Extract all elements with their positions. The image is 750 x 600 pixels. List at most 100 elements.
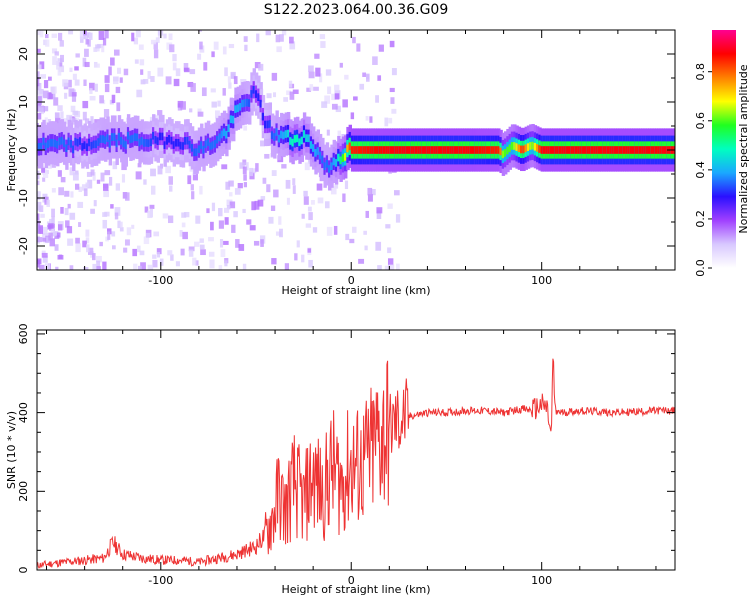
spectrogram-y-tick-label: -20 xyxy=(17,237,30,255)
heatmap-cell xyxy=(597,146,602,154)
heatmap-cell xyxy=(324,95,331,104)
heatmap-cell xyxy=(414,146,419,154)
heatmap-cell xyxy=(111,94,116,104)
heatmap-cell xyxy=(192,173,198,181)
heatmap-cell xyxy=(123,68,129,76)
heatmap-cell xyxy=(75,237,80,244)
heatmap-cell xyxy=(510,142,515,150)
heatmap-cell xyxy=(324,201,330,209)
heatmap-cell xyxy=(186,136,190,145)
heatmap-cell xyxy=(177,100,184,108)
heatmap-cell xyxy=(107,228,112,235)
heatmap-cell xyxy=(268,120,273,128)
heatmap-cell xyxy=(58,32,63,41)
heatmap-cell xyxy=(104,83,110,93)
heatmap-cell xyxy=(283,97,289,102)
heatmap-cell xyxy=(122,192,128,199)
colorbar-tick-label: 0.6 xyxy=(694,112,707,130)
heatmap-cell xyxy=(376,207,383,214)
heatmap-cell xyxy=(83,34,89,40)
heatmap-cell xyxy=(153,42,158,50)
colorbar-tick-label: 0.0 xyxy=(694,259,707,277)
heatmap-cell xyxy=(124,141,129,149)
heatmap-cell xyxy=(334,159,339,167)
heatmap-cell xyxy=(659,146,663,154)
heatmap-cell xyxy=(44,263,51,270)
heatmap-cell xyxy=(220,130,225,139)
heatmap-cell xyxy=(163,33,167,39)
heatmap-cell xyxy=(58,137,62,146)
heatmap-cell xyxy=(213,41,219,50)
heatmap-cell xyxy=(206,208,210,214)
snr-y-tick-label: 400 xyxy=(17,402,30,423)
snr-y-tick-label: 0 xyxy=(17,567,30,574)
heatmap-cell xyxy=(395,214,401,223)
heatmap-cell xyxy=(44,34,49,39)
heatmap-cell xyxy=(114,212,119,220)
heatmap-cell xyxy=(243,174,247,181)
heatmap-cell xyxy=(218,133,222,142)
heatmap-cell xyxy=(279,228,283,238)
heatmap-cell xyxy=(661,146,666,154)
heatmap-cell xyxy=(551,146,556,154)
heatmap-cell xyxy=(67,238,74,246)
heatmap-cell xyxy=(305,134,309,142)
heatmap-cell xyxy=(286,129,291,138)
heatmap-cell xyxy=(625,146,629,154)
heatmap-cell xyxy=(230,71,236,79)
heatmap-cell xyxy=(37,77,40,87)
heatmap-cell xyxy=(69,140,74,148)
heatmap-cell xyxy=(39,61,45,70)
colorbar-tick-label: 0.2 xyxy=(694,210,707,228)
heatmap-cell xyxy=(249,167,254,177)
heatmap-cell xyxy=(234,188,241,195)
heatmap-cell xyxy=(104,75,110,83)
heatmap-cell xyxy=(588,146,592,154)
heatmap-cell xyxy=(355,146,359,154)
heatmap-cell xyxy=(204,140,209,149)
heatmap-cell xyxy=(56,140,60,149)
heatmap-cell xyxy=(195,215,201,224)
heatmap-cell xyxy=(189,108,193,113)
heatmap-cell xyxy=(380,146,384,154)
heatmap-cell xyxy=(294,253,298,261)
heatmap-cell xyxy=(114,207,121,216)
heatmap-cell xyxy=(650,146,654,154)
heatmap-cell xyxy=(165,76,172,85)
heatmap-cell xyxy=(115,139,119,148)
heatmap-cell xyxy=(281,164,287,169)
heatmap-cell xyxy=(78,137,83,145)
heatmap-cell xyxy=(168,215,174,224)
heatmap-cell xyxy=(81,184,88,191)
heatmap-cell xyxy=(618,146,622,154)
heatmap-cell xyxy=(586,146,590,154)
heatmap-cell xyxy=(194,241,200,247)
heatmap-cell xyxy=(238,244,245,251)
heatmap-cell xyxy=(330,162,334,171)
heatmap-cell xyxy=(95,46,100,52)
heatmap-cell xyxy=(524,144,528,153)
heatmap-cell xyxy=(139,250,145,256)
heatmap-cell xyxy=(545,146,549,154)
heatmap-cell xyxy=(58,65,65,73)
heatmap-cell xyxy=(304,162,310,171)
heatmap-cell xyxy=(95,255,102,263)
heatmap-cell xyxy=(250,90,254,98)
heatmap-cell xyxy=(55,266,59,270)
heatmap-cell xyxy=(85,38,89,45)
heatmap-cell xyxy=(153,231,160,237)
heatmap-cell xyxy=(201,87,207,97)
heatmap-cell xyxy=(384,265,390,270)
heatmap-cell xyxy=(131,134,135,143)
heatmap-cell xyxy=(622,146,627,154)
heatmap-cell xyxy=(54,234,60,239)
heatmap-cell xyxy=(97,138,101,146)
heatmap-cell xyxy=(190,144,195,152)
heatmap-cell xyxy=(50,162,56,168)
heatmap-cell xyxy=(147,264,154,270)
heatmap-cell xyxy=(200,141,204,150)
heatmap-cell xyxy=(65,144,69,153)
heatmap-cell xyxy=(242,263,247,270)
heatmap-cell xyxy=(490,146,494,154)
heatmap-cell xyxy=(125,192,130,201)
